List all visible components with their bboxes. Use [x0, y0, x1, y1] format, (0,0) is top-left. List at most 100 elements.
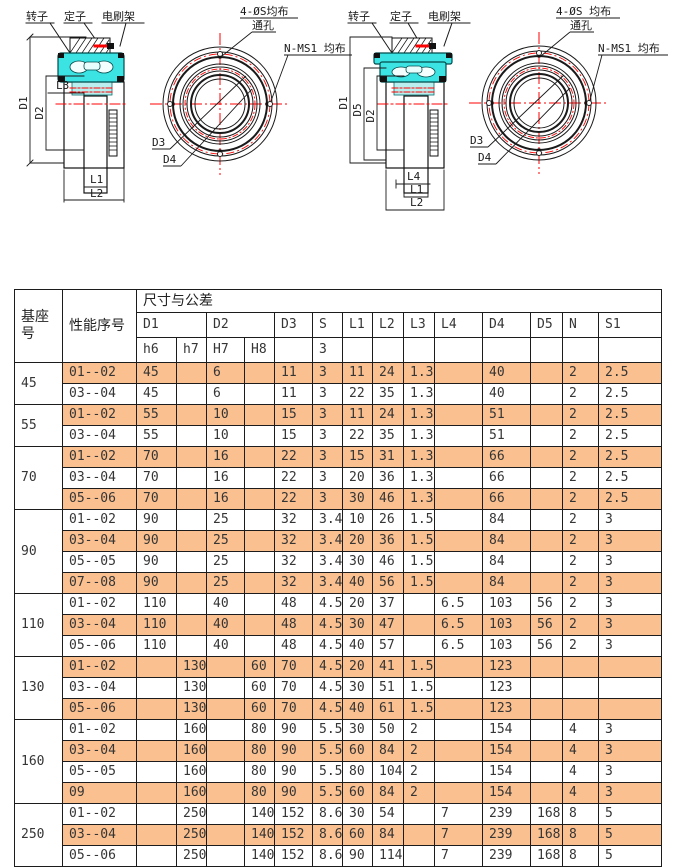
dim-d1: D1: [17, 96, 30, 109]
dim-value-cell: 5.5: [312, 719, 343, 741]
dim-value-cell: 25: [206, 509, 245, 531]
dim-value-cell: 4.5: [312, 656, 343, 678]
dim-value-cell: 51: [482, 425, 531, 447]
dim-value-cell: 1.5: [403, 698, 435, 720]
table-row: 03--04 130 60 70 4.5 30 51 1.5 123: [15, 677, 663, 699]
header-sub-s1: [597, 337, 663, 363]
dim-value-cell: 152: [274, 824, 313, 846]
dim-value-cell: 15: [274, 404, 313, 426]
dim-value-cell: 25: [206, 530, 245, 552]
dim-value-cell: [244, 425, 275, 447]
dim-value-cell: 40: [482, 362, 531, 384]
dim-value-cell: [244, 635, 275, 657]
dim-value-cell: 46: [372, 488, 404, 510]
table-row: 05--06 250 140 152 8.6 90 114 7 239 168 8 5: [15, 845, 663, 867]
dim-value-cell: 36: [372, 467, 404, 489]
table-row: 70 01--02 70 16 22 3 15 31 1.3 66 2 2.5: [14, 446, 663, 510]
dim-value-cell: [206, 656, 245, 678]
table-row: 03--04 110 40 48 4.5 30 47 6.5 103 56 2 3: [15, 614, 663, 636]
holes-callout-line2: 通孔: [570, 19, 592, 32]
dim-value-cell: 5: [597, 824, 663, 846]
dim-value-cell: 168: [530, 803, 563, 825]
header-sub-h7: h7: [176, 337, 207, 363]
dim-value-cell: [136, 803, 177, 825]
dim-value-cell: [434, 509, 483, 531]
dim-value-cell: 56: [530, 593, 563, 615]
dim-value-cell: 56: [372, 572, 404, 594]
dim-value-cell: 2: [403, 740, 435, 762]
perf-serial-cell: 05--06: [62, 845, 137, 867]
dim-value-cell: 2: [562, 614, 599, 636]
dim-value-cell: [244, 593, 275, 615]
dim-l1: L1: [410, 183, 423, 196]
dim-value-cell: 3: [597, 782, 663, 804]
header-group-d3: D3: [274, 312, 313, 338]
dim-value-cell: [530, 488, 563, 510]
dim-value-cell: 3: [312, 404, 343, 426]
dim-value-cell: 2.5: [597, 383, 663, 405]
dim-value-cell: 80: [244, 761, 275, 783]
dim-value-cell: [206, 782, 245, 804]
dim-value-cell: 160: [176, 782, 207, 804]
dim-value-cell: [206, 719, 245, 741]
dim-value-cell: 4: [562, 719, 599, 741]
dim-value-cell: [136, 845, 177, 867]
dim-value-cell: 2.5: [597, 404, 663, 426]
dim-value-cell: [530, 362, 563, 384]
dim-d2: D2: [364, 109, 377, 122]
header-dims-tolerance: 尺寸与公差: [135, 289, 663, 313]
dim-value-cell: 66: [482, 467, 531, 489]
dim-value-cell: 3.4: [312, 530, 343, 552]
dim-value-cell: 8.6: [312, 845, 343, 867]
dim-value-cell: 3: [597, 719, 663, 741]
dim-value-cell: [562, 656, 599, 678]
dim-value-cell: 48: [274, 614, 313, 636]
dim-value-cell: 80: [244, 740, 275, 762]
dim-value-cell: 2.5: [597, 446, 663, 468]
header-group-l4: L4: [434, 312, 483, 338]
dim-value-cell: 5.5: [312, 761, 343, 783]
dim-value-cell: 3: [312, 446, 343, 468]
dim-value-cell: 154: [482, 761, 531, 783]
dim-value-cell: [244, 551, 275, 573]
perf-serial-cell: 01--02: [62, 509, 137, 531]
dim-value-cell: [176, 530, 207, 552]
bearing-cap: [373, 52, 453, 83]
dim-value-cell: 4.5: [312, 698, 343, 720]
dim-value-cell: 51: [372, 677, 404, 699]
dim-value-cell: 8: [562, 824, 599, 846]
base-number-cell: 160: [14, 719, 63, 804]
dim-value-cell: [562, 698, 599, 720]
dim-value-cell: [434, 782, 483, 804]
dim-value-cell: [244, 362, 275, 384]
header-sub-s: 3: [312, 337, 343, 363]
dim-value-cell: 90: [136, 551, 177, 573]
dim-value-cell: 1.3: [403, 446, 435, 468]
perf-serial-cell: 01--02: [62, 446, 137, 468]
dim-value-cell: [244, 383, 275, 405]
table-row: 03--04 55 10 15 3 22 35 1.3 51 2 2.5: [15, 425, 663, 447]
dim-value-cell: 3: [312, 488, 343, 510]
header-group-l1: L1: [342, 312, 373, 338]
dim-value-cell: 10: [206, 404, 245, 426]
dim-value-cell: [403, 845, 435, 867]
dim-value-cell: 4.5: [312, 635, 343, 657]
table-row: 05--06 130 60 70 4.5 40 61 1.5 123: [15, 698, 663, 720]
dim-value-cell: 26: [372, 509, 404, 531]
dim-value-cell: [176, 635, 207, 657]
dim-value-cell: 140: [244, 845, 275, 867]
slip-ring-stack: [429, 109, 439, 157]
header-group-d1: D1: [136, 312, 207, 338]
header-perf-serial: 性能序号: [62, 289, 137, 363]
dim-value-cell: 35: [372, 425, 404, 447]
dim-value-cell: 239: [482, 824, 531, 846]
dim-value-cell: [206, 824, 245, 846]
dim-value-cell: [244, 488, 275, 510]
dim-value-cell: 25: [206, 572, 245, 594]
perf-serial-cell: 03--04: [62, 383, 137, 405]
dim-value-cell: 3: [597, 551, 663, 573]
base-number-cell: 70: [14, 446, 63, 510]
dim-value-cell: 6.5: [434, 614, 483, 636]
header-sub-l1: [342, 337, 373, 363]
perf-serial-cell: 03--04: [62, 614, 137, 636]
